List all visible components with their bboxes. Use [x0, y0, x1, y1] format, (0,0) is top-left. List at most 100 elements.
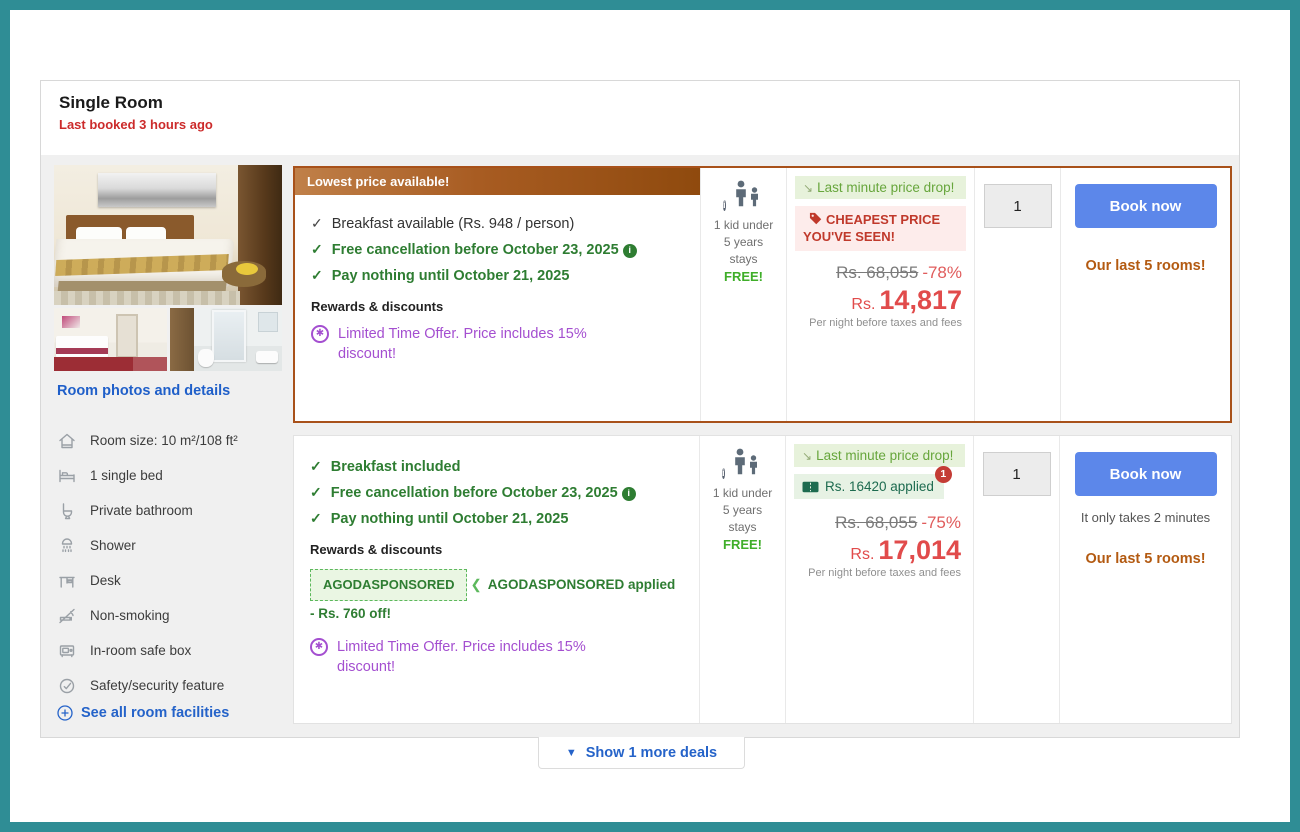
room-photo-main[interactable] — [54, 165, 282, 305]
currency: Rs. — [851, 296, 876, 313]
facility-label: Desk — [90, 573, 121, 588]
ticket-icon — [802, 481, 819, 492]
coupon-applied-banner: Rs. 16420 applied 1 — [794, 466, 952, 499]
thumb-door — [116, 314, 138, 358]
facility-desk: Desk — [57, 563, 287, 598]
room-photo-thumb-bathroom[interactable] — [169, 308, 282, 371]
current-price: 14,817 — [879, 285, 962, 315]
deal-1-occupancy: i 1 kid under 5 years stays FREE! — [700, 168, 786, 421]
facility-label: Private bathroom — [90, 503, 193, 518]
room-card: Single Room Last booked 3 hours ago — [40, 80, 1240, 738]
lowest-price-banner: Lowest price available! — [295, 168, 700, 195]
kid-stays-text: 1 kid under 5 years stays — [713, 218, 774, 266]
cheapest-price-banner: CHEAPEST PRICE YOU'VE SEEN! — [795, 206, 966, 251]
last-booked-note: Last booked 3 hours ago — [59, 117, 213, 132]
facility-label: 1 single bed — [90, 468, 163, 483]
limited-time-offer: ✱ Limited Time Offer. Price includes 15%… — [295, 314, 655, 364]
deal-row-2: ✓ Breakfast included ✓ Free cancellation… — [293, 435, 1232, 724]
facility-safety-security: Safety/security feature — [57, 668, 287, 703]
book-now-button[interactable]: Book now — [1074, 452, 1217, 496]
see-all-facilities-link[interactable]: See all room facilities — [57, 705, 229, 721]
offer-label: Limited Time Offer. Price includes 15% d… — [337, 639, 586, 675]
bed-icon — [59, 469, 75, 482]
deal-1-features: ✓ Breakfast available (Rs. 948 / person)… — [295, 195, 700, 284]
check-icon: ✓ — [310, 510, 322, 526]
price-drop-banner: ↘ Last minute price drop! — [794, 444, 965, 467]
feature-label: Free cancellation before October 23, 202… — [332, 242, 637, 258]
price-note: Per night before taxes and fees — [808, 567, 961, 579]
facility-room-size: Room size: 10 m²/108 ft² — [57, 423, 287, 458]
rewards-discounts-title: Rewards & discounts — [311, 299, 444, 314]
show-more-deals-label: Show 1 more deals — [585, 744, 718, 761]
facility-label: In-room safe box — [90, 643, 192, 658]
shower-icon — [61, 537, 73, 552]
facility-list: Room size: 10 m²/108 ft² 1 single bed Pr… — [57, 423, 287, 703]
feature-breakfast: ✓ Breakfast available (Rs. 948 / person) — [311, 215, 684, 232]
facility-safe-box: In-room safe box — [57, 633, 287, 668]
discount-badge-icon: ✱ — [310, 638, 328, 656]
quantity-selector[interactable]: 1 — [983, 184, 1052, 228]
quantity-selector[interactable]: 1 — [982, 452, 1051, 496]
thumb-bed — [56, 336, 108, 358]
price-block: Rs. 68,055 -75% Rs. 17,014 Per night befor… — [794, 513, 965, 579]
towel — [236, 263, 258, 275]
check-icon: ✓ — [311, 215, 323, 231]
desk-icon — [59, 576, 75, 588]
deal-2-quantity: 1 — [973, 436, 1059, 723]
facility-label: Shower — [90, 538, 136, 553]
deal-1-details: Lowest price available! ✓ Breakfast avai… — [295, 168, 700, 421]
feature-label: Pay nothing until October 21, 2025 — [331, 268, 570, 284]
deal-1-quantity: 1 — [974, 168, 1060, 421]
info-icon[interactable]: i — [721, 468, 725, 479]
thumb-wall-art — [62, 316, 80, 328]
feature-label: Pay nothing until October 21, 2025 — [330, 511, 569, 527]
thumb-shower-glass — [211, 310, 246, 362]
coupon-count-badge: 1 — [934, 466, 952, 483]
room-photo-thumb-bedroom[interactable] — [54, 308, 167, 371]
coupon-chip[interactable]: AGODASPONSORED — [310, 569, 468, 601]
no-smoking-icon — [59, 608, 75, 623]
tag-icon — [809, 212, 822, 225]
thumb-toilet — [197, 349, 214, 367]
info-icon[interactable]: i — [722, 200, 726, 211]
chevron-down-icon: ▼ — [565, 746, 577, 759]
feature-label: Breakfast included — [330, 459, 461, 475]
discount-percent: -75% — [921, 513, 961, 532]
room-photos-details-link[interactable]: Room photos and details — [57, 383, 231, 399]
book-now-button[interactable]: Book now — [1074, 184, 1217, 228]
check-icon: ✓ — [310, 484, 322, 500]
deal-2-price: ↘ Last minute price drop! Rs. 16420 appli… — [785, 436, 973, 723]
adult-child-icon — [735, 448, 758, 475]
feature-label: Free cancellation before October 23, 202… — [331, 485, 636, 501]
feature-pay-nothing: ✓ Pay nothing until October 21, 2025 — [310, 510, 683, 527]
facility-single-bed: 1 single bed — [57, 458, 287, 493]
room-title: Single Room — [59, 93, 163, 112]
feature-free-cancellation: ✓ Free cancellation before October 23, 2… — [311, 241, 684, 258]
safe-icon — [59, 644, 75, 657]
deal-row-1: Lowest price available! ✓ Breakfast avai… — [293, 166, 1232, 423]
room-card-header: Single Room Last booked 3 hours ago — [41, 81, 1239, 155]
price-drop-banner: ↘ Last minute price drop! — [795, 176, 966, 199]
adult-child-icon — [736, 180, 759, 207]
facility-shower: Shower — [57, 528, 287, 563]
feature-pay-nothing: ✓ Pay nothing until October 21, 2025 — [311, 267, 684, 284]
security-icon — [59, 678, 75, 693]
info-icon[interactable]: i — [621, 487, 636, 501]
feature-free-cancellation: ✓ Free cancellation before October 23, 2… — [310, 484, 683, 501]
carpet — [54, 291, 240, 305]
info-icon[interactable]: i — [622, 244, 637, 258]
feature-breakfast: ✓ Breakfast included — [310, 458, 683, 475]
arrow-down-right-icon: ↘ — [802, 449, 813, 463]
thumb-mirror — [258, 312, 278, 332]
facility-private-bathroom: Private bathroom — [57, 493, 287, 528]
original-price: Rs. 68,055 — [836, 263, 919, 282]
coupon-notch-icon: ❮ — [470, 577, 482, 592]
circle-plus-icon — [57, 705, 73, 721]
kid-stays-text: 1 kid under 5 years stays — [712, 486, 773, 534]
kid-stays-free: FREE! — [723, 537, 762, 552]
show-more-deals-button[interactable]: ▼ Show 1 more deals — [538, 737, 745, 769]
deal-2-book: Book now It only takes 2 minutes Our las… — [1059, 436, 1231, 723]
deal-2-features: ✓ Breakfast included ✓ Free cancellation… — [294, 436, 699, 527]
coupon-line: AGODASPONSORED ❮ AGODASPONSORED applied - … — [294, 557, 699, 627]
